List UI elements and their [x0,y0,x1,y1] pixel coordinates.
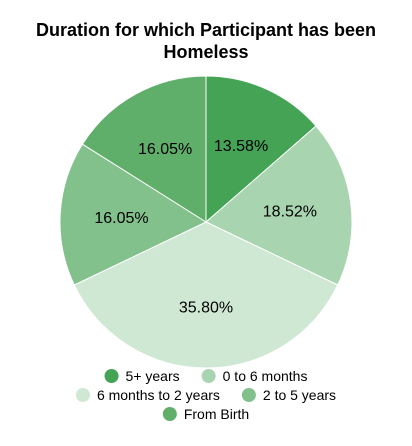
pie-slice-3 [59,143,208,286]
legend-label-0: 5+ years [126,368,180,384]
slice-label-4: 16.05% [138,141,192,158]
legend-label-3: 2 to 5 years [263,387,336,403]
slice-label-0: 13.58% [214,138,268,155]
legend-label-4: From Birth [184,406,249,422]
legend-marker-4 [162,407,177,421]
pie-slices [59,75,353,369]
legend-marker-2 [75,388,90,402]
legend-label-2: 6 months to 2 years [97,387,220,403]
slice-label-2: 35.80% [179,300,233,317]
pie-slice-4 [81,75,207,223]
pie-slice-2 [73,221,339,369]
legend-marker-1 [201,369,216,383]
pie-slice-1 [205,125,353,286]
slice-label-3: 16.05% [94,210,148,227]
legend-label-1: 0 to 6 months [223,368,308,384]
chart-title-line-1: Duration for which Participant has been [36,20,376,40]
legend-marker-3 [241,388,256,402]
slice-labels: 13.58% 18.52% 35.80% 16.05% 16.05% [94,138,317,317]
chart-title-line-2: Homeless [163,42,248,62]
pie-slice-0 [205,75,317,224]
legend-marker-0 [104,369,119,383]
slice-label-1: 18.52% [263,204,317,221]
